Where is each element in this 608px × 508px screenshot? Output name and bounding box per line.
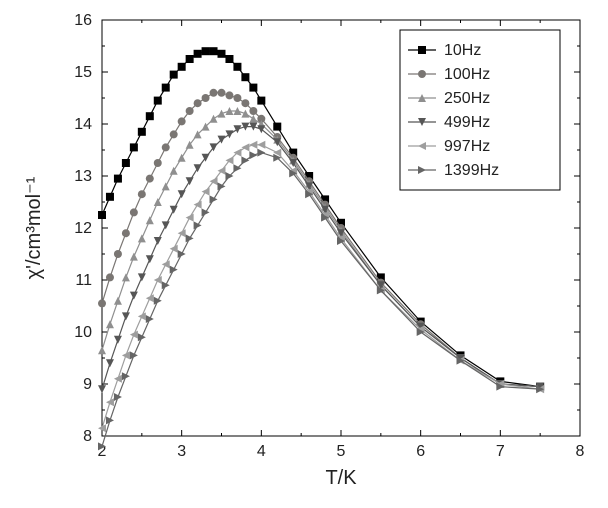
series-marker-10Hz (218, 50, 226, 58)
series-marker-100Hz (146, 175, 154, 183)
series-marker-100Hz (122, 229, 130, 237)
series-marker-10Hz (138, 128, 146, 136)
y-tick-label: 14 (74, 116, 92, 133)
series-marker-100Hz (218, 89, 226, 97)
series-marker-10Hz (249, 84, 257, 92)
series-marker-100Hz (138, 190, 146, 198)
y-tick-label: 10 (74, 324, 92, 341)
series-marker-100Hz (98, 299, 106, 307)
series-marker-10Hz (130, 143, 138, 151)
x-tick-label: 3 (177, 443, 186, 460)
series-marker-10Hz (241, 73, 249, 81)
series-marker-10Hz (233, 63, 241, 71)
series-marker-10Hz (122, 159, 130, 167)
y-tick-label: 9 (83, 376, 92, 393)
series-marker-100Hz (233, 94, 241, 102)
x-tick-label: 7 (496, 443, 505, 460)
series-marker-100Hz (194, 99, 202, 107)
series-marker-100Hz (210, 89, 218, 97)
y-tick-label: 11 (75, 272, 92, 289)
series-marker-10Hz (194, 50, 202, 58)
legend-label-10Hz: 10Hz (444, 42, 481, 59)
legend-label-1399Hz: 1399Hz (444, 162, 499, 179)
legend-label-250Hz: 250Hz (444, 90, 490, 107)
y-axis-label: χ'/cm³mol⁻¹ (23, 176, 45, 279)
x-tick-label: 4 (257, 443, 266, 460)
y-tick-label: 8 (83, 428, 92, 445)
series-marker-10Hz (114, 175, 122, 183)
series-marker-10Hz (257, 97, 265, 105)
series-marker-10Hz (186, 55, 194, 63)
x-tick-label: 6 (416, 443, 425, 460)
legend-label-499Hz: 499Hz (444, 114, 490, 131)
series-marker-100Hz (249, 107, 257, 115)
y-tick-label: 16 (74, 12, 92, 29)
series-marker-100Hz (114, 250, 122, 258)
x-axis-label: T/K (325, 467, 357, 489)
series-marker-100Hz (225, 91, 233, 99)
y-tick-label: 15 (74, 64, 92, 81)
y-tick-label: 12 (74, 220, 92, 237)
series-marker-10Hz (170, 71, 178, 79)
series-marker-10Hz (202, 47, 210, 55)
series-marker-100Hz (170, 130, 178, 138)
series-marker-10Hz (154, 97, 162, 105)
x-tick-label: 8 (576, 443, 585, 460)
legend-marker-100Hz (418, 70, 426, 78)
series-marker-10Hz (225, 55, 233, 63)
series-marker-100Hz (106, 273, 114, 281)
series-marker-100Hz (154, 159, 162, 167)
series-marker-10Hz (98, 211, 106, 219)
series-marker-10Hz (210, 47, 218, 55)
series-marker-10Hz (273, 123, 281, 131)
series-marker-100Hz (202, 94, 210, 102)
legend-label-997Hz: 997Hz (444, 138, 490, 155)
series-marker-100Hz (130, 208, 138, 216)
series-marker-100Hz (186, 107, 194, 115)
series-marker-10Hz (162, 84, 170, 92)
series-marker-10Hz (146, 112, 154, 120)
series-marker-10Hz (106, 193, 114, 201)
y-tick-label: 13 (74, 168, 92, 185)
series-marker-100Hz (178, 117, 186, 125)
chart-svg: 23456788910111213141516T/Kχ'/cm³mol⁻¹10H… (0, 0, 608, 508)
legend-label-100Hz: 100Hz (444, 66, 490, 83)
legend-marker-10Hz (418, 46, 426, 54)
series-marker-100Hz (241, 99, 249, 107)
series-marker-100Hz (162, 143, 170, 151)
series-marker-10Hz (178, 63, 186, 71)
x-tick-label: 5 (337, 443, 346, 460)
ac-susceptibility-chart: 23456788910111213141516T/Kχ'/cm³mol⁻¹10H… (0, 0, 608, 508)
